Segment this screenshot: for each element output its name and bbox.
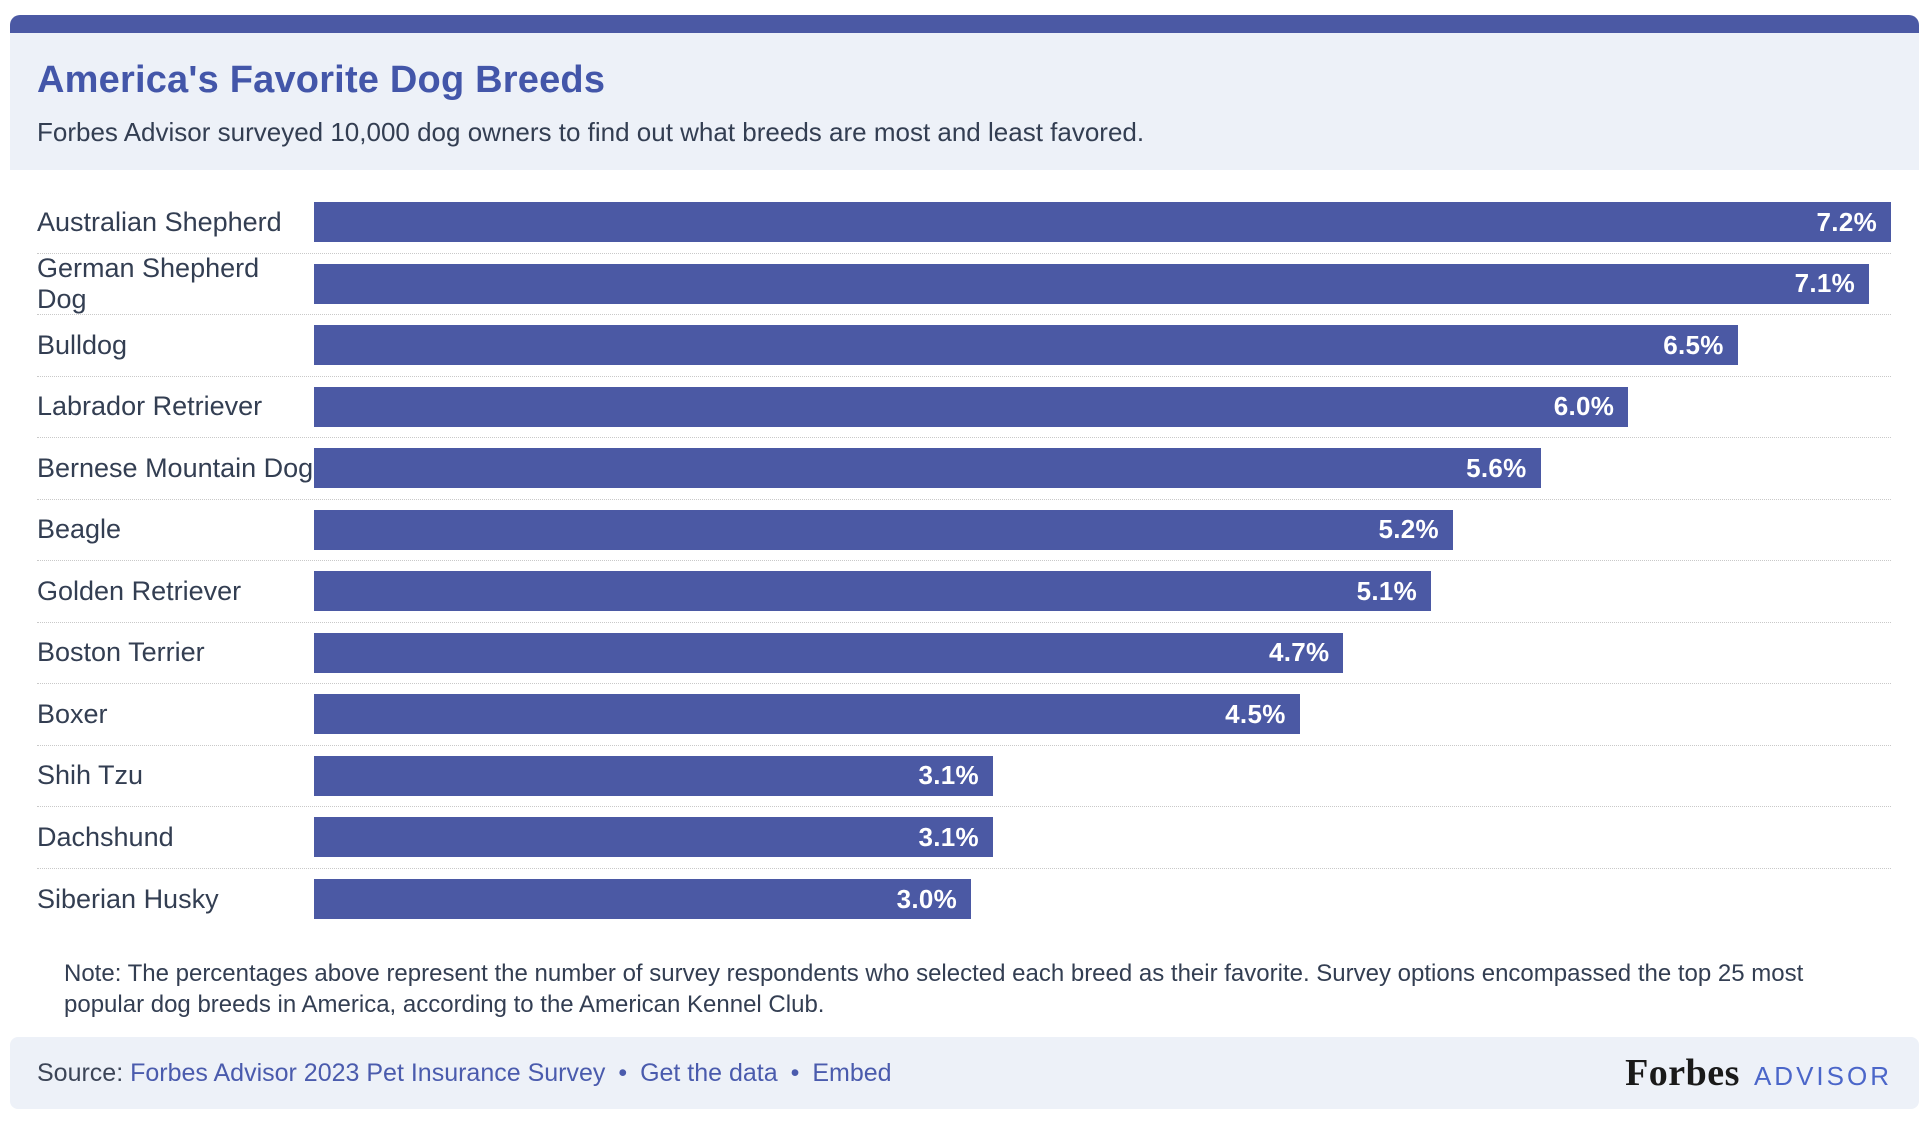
source-line: Source: Forbes Advisor 2023 Pet Insuranc… bbox=[37, 1059, 892, 1088]
chart-row: Bernese Mountain Dog 5.6% bbox=[37, 438, 1891, 500]
bullet-separator: • bbox=[618, 1058, 628, 1087]
value-bar: 7.1% bbox=[314, 263, 1870, 304]
bar-track: 7.1% bbox=[314, 263, 1891, 304]
bar-track: 6.5% bbox=[314, 325, 1891, 366]
value-label: 7.2% bbox=[1816, 206, 1877, 237]
chart-row: Siberian Husky 3.0% bbox=[37, 869, 1891, 931]
source-label: Source: bbox=[37, 1058, 124, 1087]
chart-row: Bulldog 6.5% bbox=[37, 315, 1891, 377]
value-bar: 3.1% bbox=[314, 755, 993, 796]
value-bar: 5.6% bbox=[314, 448, 1541, 489]
value-bar: 3.0% bbox=[314, 879, 972, 920]
value-label: 3.1% bbox=[918, 821, 979, 852]
value-bar: 6.5% bbox=[314, 325, 1738, 366]
bar-track: 3.1% bbox=[314, 817, 1891, 858]
breed-label: Golden Retriever bbox=[37, 575, 242, 606]
value-bar: 4.7% bbox=[314, 632, 1344, 673]
breed-label: Dachshund bbox=[37, 821, 174, 852]
breed-label: Boston Terrier bbox=[37, 637, 205, 668]
breed-label: Siberian Husky bbox=[37, 883, 219, 914]
value-bar: 5.1% bbox=[314, 571, 1432, 612]
chart-card: America's Favorite Dog Breeds Forbes Adv… bbox=[10, 15, 1919, 1109]
chart-footer: Source: Forbes Advisor 2023 Pet Insuranc… bbox=[10, 1037, 1919, 1109]
bar-track: 5.1% bbox=[314, 571, 1891, 612]
chart-row: Golden Retriever 5.1% bbox=[37, 561, 1891, 623]
value-bar: 6.0% bbox=[314, 386, 1629, 427]
value-label: 7.1% bbox=[1794, 268, 1856, 299]
bar-track: 4.7% bbox=[314, 632, 1891, 673]
chart-row: German Shepherd Dog 7.1% bbox=[37, 252, 1891, 315]
breed-label: Boxer bbox=[37, 698, 108, 729]
breed-label: Shih Tzu bbox=[37, 760, 144, 791]
chart-row: Australian Shepherd 7.2% bbox=[37, 192, 1891, 254]
bar-track: 5.6% bbox=[314, 448, 1891, 489]
breed-label: Bernese Mountain Dog bbox=[37, 452, 314, 483]
chart-row: Labrador Retriever 6.0% bbox=[37, 377, 1891, 438]
chart-row: Beagle 5.2% bbox=[37, 500, 1891, 561]
bar-chart-rows: Australian Shepherd 7.2% German Shepherd D… bbox=[37, 192, 1891, 930]
bar-chart: Australian Shepherd 7.2% German Shepherd D… bbox=[10, 170, 1919, 1020]
breed-label: Labrador Retriever bbox=[37, 391, 263, 422]
value-label: 4.5% bbox=[1225, 698, 1286, 729]
value-label: 5.6% bbox=[1466, 452, 1527, 483]
chart-row: Boston Terrier 4.7% bbox=[37, 623, 1891, 684]
chart-row: Dachshund 3.1% bbox=[37, 807, 1891, 869]
breed-label: German Shepherd Dog bbox=[37, 252, 260, 314]
value-label: 6.0% bbox=[1553, 391, 1615, 422]
value-label: 6.5% bbox=[1663, 329, 1724, 360]
breed-label: Beagle bbox=[37, 514, 122, 545]
value-label: 5.1% bbox=[1356, 575, 1418, 606]
bar-track: 6.0% bbox=[314, 386, 1891, 427]
forbes-wordmark: Forbes bbox=[1625, 1052, 1740, 1094]
value-label: 4.7% bbox=[1268, 637, 1330, 668]
page-title: America's Favorite Dog Breeds bbox=[37, 59, 606, 101]
bullet-separator: • bbox=[790, 1058, 800, 1087]
breed-label: Australian Shepherd bbox=[37, 206, 282, 237]
source-link-survey[interactable]: Forbes Advisor 2023 Pet Insurance Survey bbox=[130, 1058, 606, 1087]
chart-row: Boxer 4.5% bbox=[37, 684, 1891, 746]
chart-row: Shih Tzu 3.1% bbox=[37, 746, 1891, 807]
breed-label: Bulldog bbox=[37, 329, 128, 360]
advisor-wordmark: ADVISOR bbox=[1753, 1061, 1892, 1091]
bar-track: 3.0% bbox=[314, 879, 1891, 920]
value-bar: 4.5% bbox=[314, 694, 1300, 735]
top-accent-bar bbox=[10, 15, 1919, 33]
value-label: 5.2% bbox=[1378, 514, 1439, 545]
value-label: 3.1% bbox=[918, 760, 979, 791]
value-bar: 3.1% bbox=[314, 817, 993, 858]
value-bar: 7.2% bbox=[314, 202, 1891, 243]
chart-note: Note: The percentages above represent th… bbox=[64, 960, 1804, 1018]
page-subtitle: Forbes Advisor surveyed 10,000 dog owner… bbox=[37, 117, 1145, 147]
embed-link[interactable]: Embed bbox=[812, 1058, 892, 1087]
bar-track: 5.2% bbox=[314, 509, 1891, 550]
value-label: 3.0% bbox=[896, 883, 958, 914]
value-bar: 5.2% bbox=[314, 509, 1453, 550]
bar-track: 7.2% bbox=[314, 202, 1891, 243]
chart-header: America's Favorite Dog Breeds Forbes Adv… bbox=[10, 33, 1919, 170]
get-the-data-link[interactable]: Get the data bbox=[640, 1058, 778, 1087]
bar-track: 4.5% bbox=[314, 694, 1891, 735]
forbes-advisor-logo: Forbes ADVISOR bbox=[1625, 1051, 1892, 1095]
bar-track: 3.1% bbox=[314, 755, 1891, 796]
